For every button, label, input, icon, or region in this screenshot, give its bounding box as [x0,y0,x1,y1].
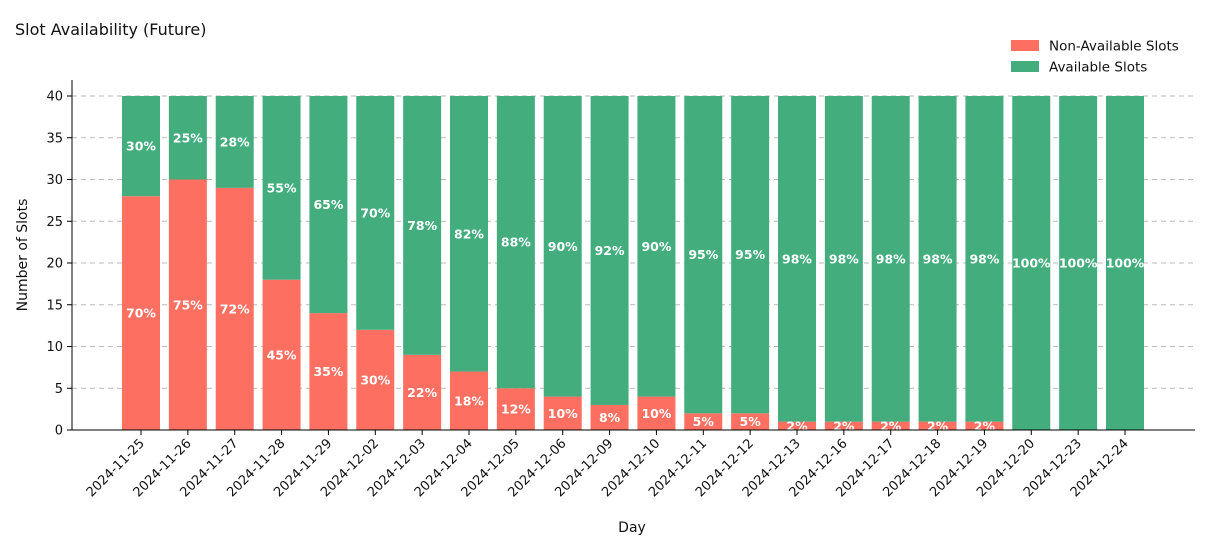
y-tick-label: 20 [46,257,63,272]
y-tick-label: 0 [55,424,63,439]
available-bar-label: 98% [923,251,953,266]
non-available-bar-label: 22% [407,385,437,400]
x-axis-label: Day [618,520,646,536]
available-bar [637,96,676,397]
non-available-bar-label: 70% [126,306,156,321]
available-bar [450,96,488,372]
available-bar-label: 25% [173,130,203,145]
non-available-bar [450,371,488,430]
available-bar [778,96,816,422]
non-available-bar [871,421,910,430]
available-bar [262,96,301,280]
non-available-bar [824,421,863,430]
available-bar [824,96,863,422]
available-bar-label: 70% [360,205,390,220]
available-bar-label: 88% [501,235,531,250]
non-available-legend-swatch [1011,40,1039,51]
y-tick-label: 10 [46,340,63,355]
non-available-bar [918,421,957,430]
non-available-bar-label: 35% [313,364,343,379]
available-bar [496,96,535,389]
y-tick-label: 25 [46,215,63,230]
y-tick-label: 15 [46,298,63,313]
non-available-bar-label: 8% [599,410,621,425]
available-bar-label: 100% [1059,256,1098,271]
non-available-bar [590,404,629,430]
available-legend-swatch [1011,61,1039,72]
non-available-bar-label: 10% [641,406,671,421]
non-available-bar [496,388,535,430]
non-available-bar [778,421,816,430]
bars [122,96,1144,430]
available-bar-label: 92% [595,243,625,258]
available-bar [403,96,442,355]
non-available-bar [215,187,254,430]
available-bar [684,96,723,414]
y-tick-label: 30 [46,173,63,188]
available-bar-label: 100% [1106,256,1145,271]
non-available-bar-label: 72% [220,301,250,316]
available-bar-label: 98% [829,251,859,266]
y-tick-label: 40 [46,90,63,105]
y-tick-label: 35 [46,131,63,146]
available-bar [122,96,160,197]
available-bar-label: 82% [454,226,484,241]
non-available-legend-label: Non-Available Slots [1049,39,1179,55]
chart-title: Slot Availability (Future) [15,20,207,39]
available-bar-label: 95% [688,247,718,262]
available-bar-label: 65% [313,197,343,212]
available-bar [1012,96,1051,430]
non-available-bar [309,313,348,430]
available-bar-label: 98% [782,251,812,266]
available-legend-label: Available Slots [1049,60,1147,76]
available-bar-label: 90% [641,239,671,254]
available-bar-label: 55% [267,180,297,195]
non-available-bar [356,329,395,430]
legend: Non-Available Slots Available Slots [1011,39,1179,76]
non-available-bar-label: 5% [693,414,715,429]
available-bar [731,96,770,414]
available-bar-label: 98% [876,251,906,266]
available-bar-label: 90% [548,239,578,254]
available-bar [1106,96,1144,430]
available-bar-label: 98% [969,251,999,266]
available-bar [543,96,582,397]
y-axis-label: Number of Slots [15,199,31,312]
non-available-bar-label: 12% [501,402,531,417]
available-bar [918,96,957,422]
non-available-bar [731,413,770,430]
available-bar [356,96,395,330]
available-bar-label: 95% [735,247,765,262]
available-bar-label: 30% [126,139,156,154]
non-available-bar [262,279,301,430]
non-available-bar [684,413,723,430]
non-available-bar-label: 5% [740,414,762,429]
non-available-bar-label: 45% [267,347,297,362]
available-bar [215,96,254,188]
non-available-bar [637,396,676,430]
available-bar [309,96,348,314]
grid-lines [72,95,1195,389]
non-available-bar-label: 30% [360,372,390,387]
available-bar-label: 100% [1012,256,1051,271]
non-available-bar [168,179,207,430]
available-bar-label: 28% [220,134,250,149]
available-bar-label: 78% [407,218,437,233]
non-available-bar [403,354,442,430]
non-available-bar-label: 10% [548,406,578,421]
available-bar [871,96,910,422]
non-available-bar [122,196,160,430]
available-bar [168,96,207,180]
non-available-bar-label: 75% [173,297,203,312]
non-available-bar [543,396,582,430]
y-tick-label: 5 [55,382,63,397]
available-bar [590,96,629,405]
non-available-bar-label: 18% [454,393,484,408]
non-available-bar [965,421,1004,430]
available-bar [1059,96,1098,430]
available-bar [965,96,1004,422]
bar-labels: 70% 30% 75% 25% 72% 28% 45% 55% 35% 65% 30% 70% 22% 7… [126,130,1145,433]
